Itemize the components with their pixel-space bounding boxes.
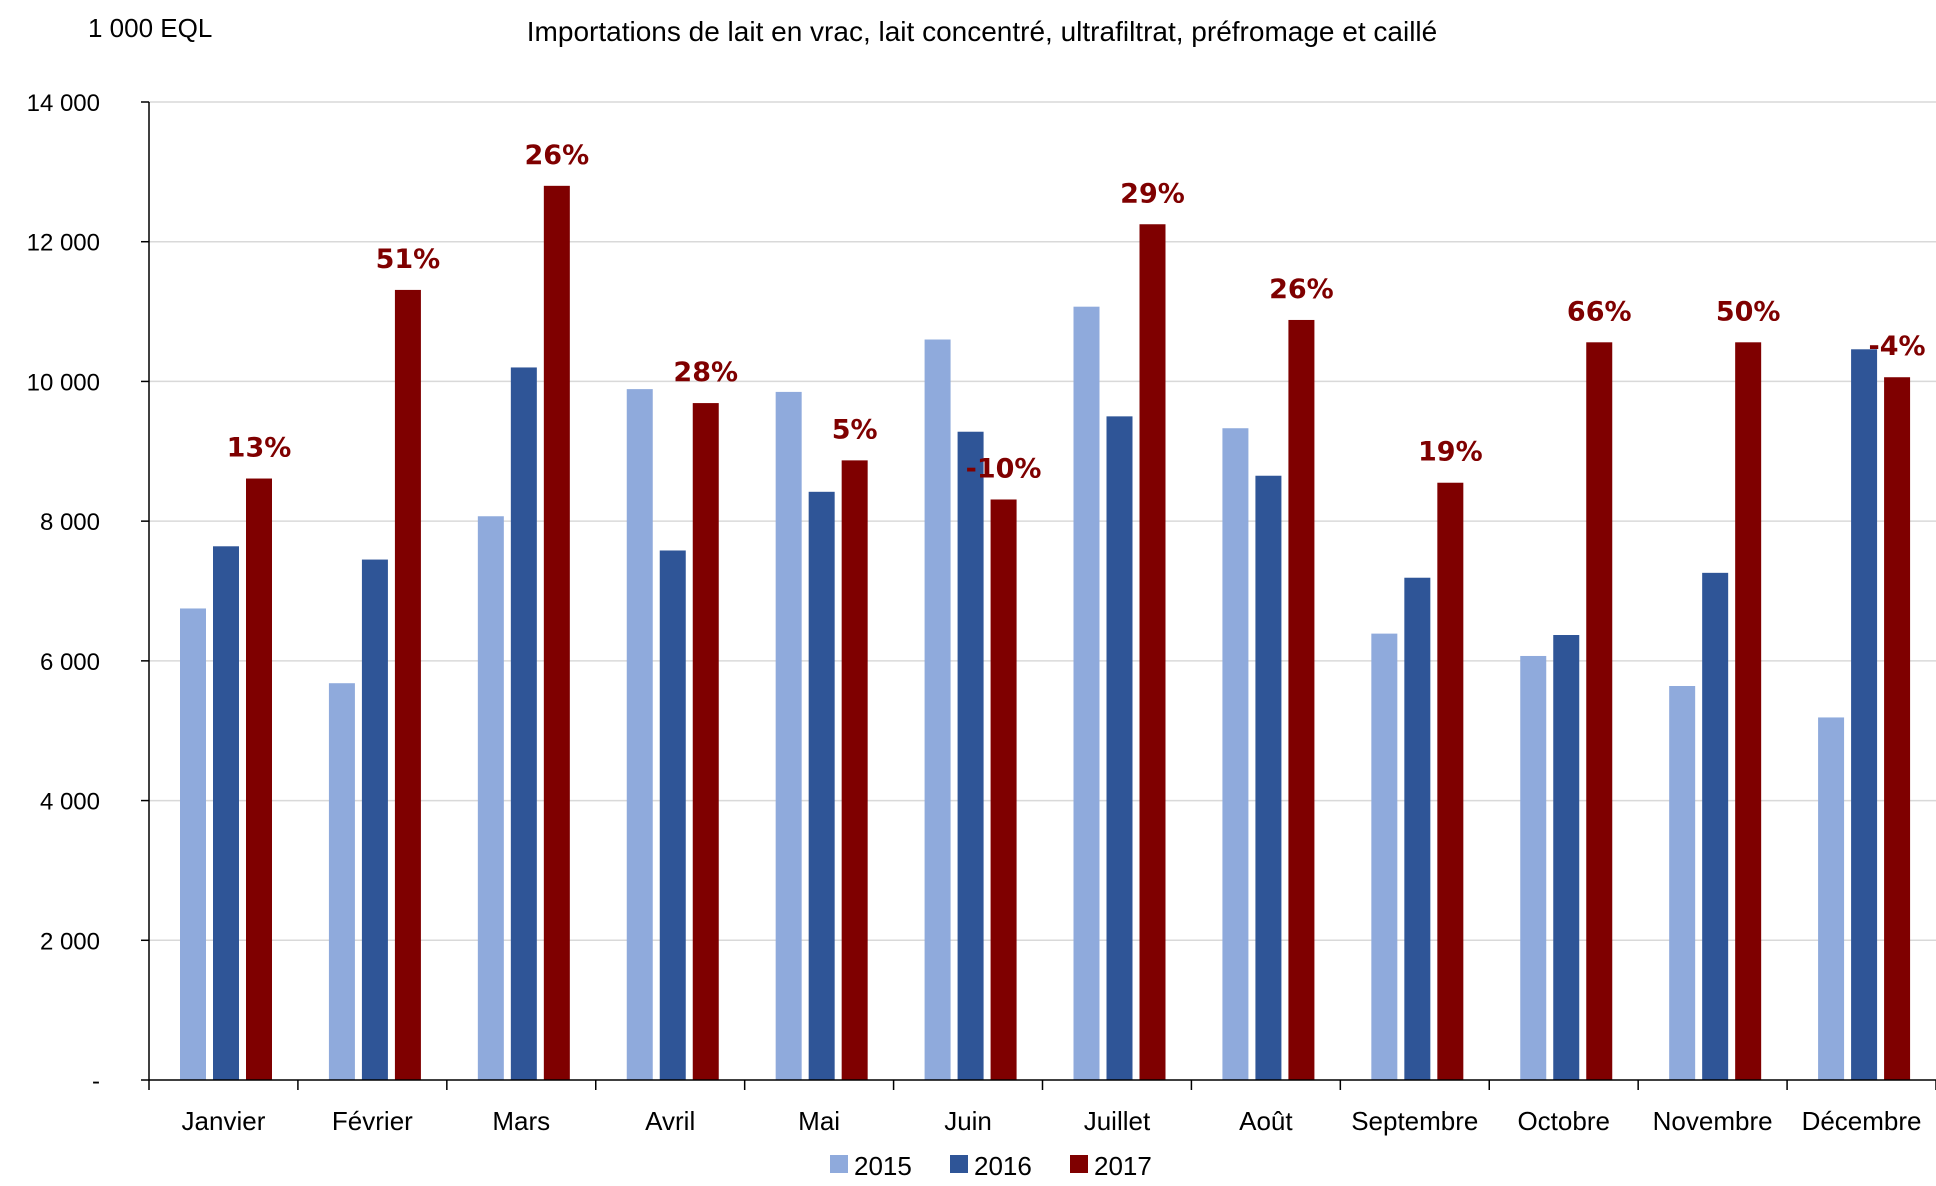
bar-2016 [808,491,835,1080]
bar-2016 [213,546,239,1080]
bar-2015 [1073,306,1100,1081]
bar-2015 [924,339,951,1080]
y-tick-label: 14 000 [27,90,100,117]
bar-2017 [990,499,1017,1080]
bar-2017 [1139,224,1166,1080]
unit-label: 1 000 EQL [88,13,212,43]
legend-swatch-2017 [1070,1155,1088,1173]
x-tick-label: Mai [798,1106,840,1136]
data-label: 13% [227,433,292,464]
bar-2016 [659,550,686,1080]
x-tick-label: Juillet [1084,1106,1151,1136]
bar-2017 [246,478,272,1080]
bar-2017 [1437,482,1464,1080]
bars [180,185,1911,1081]
bar-2016 [1255,475,1282,1080]
chart-title: Importations de lait en vrac, lait conce… [527,16,1437,47]
bar-2015 [1222,428,1249,1080]
bar-2016 [1106,416,1133,1080]
x-tick-label: Décembre [1802,1106,1922,1136]
legend-swatch-2016 [950,1155,968,1173]
y-tick-label: 10 000 [27,369,100,396]
legend-label: 2016 [974,1151,1032,1181]
x-tick-label: Janvier [182,1106,266,1136]
bar-2015 [180,608,206,1080]
bar-2017 [1884,377,1911,1080]
bar-2017 [543,185,570,1081]
y-tick-label: 6 000 [40,649,100,676]
y-tick-label: 8 000 [40,509,100,536]
x-tick-label: Juin [944,1106,992,1136]
bar-2016 [1702,572,1729,1080]
data-label: -4% [1869,331,1926,362]
bar-2017 [841,460,868,1080]
y-tick-label: 12 000 [27,230,100,257]
y-tick-label: - [92,1068,100,1095]
x-tick-label: Mars [492,1106,550,1136]
bar-2015 [1669,686,1696,1080]
x-tick-label: Novembre [1653,1106,1773,1136]
data-label: 66% [1567,296,1632,327]
legend: 2015 2016 2017 [830,1151,1152,1181]
data-labels: 13% 51% 26% 28% 5% -10% 29% 26% 19% 66% 50% -4% [227,140,1926,485]
y-tick-label: 4 000 [40,789,100,816]
x-tick-label: Octobre [1517,1106,1610,1136]
gridlines [149,101,1936,942]
bar-2017 [394,289,421,1080]
bar-2016 [1404,577,1431,1080]
legend-label: 2017 [1094,1151,1152,1181]
bar-2015 [1818,717,1845,1080]
data-label: 5% [832,414,878,445]
bar-2015 [477,516,504,1080]
data-label: 50% [1716,296,1781,327]
data-label: 51% [376,244,441,275]
x-tick-label: Août [1239,1106,1293,1136]
x-tick-label: Février [332,1106,413,1136]
bar-2016 [510,367,537,1080]
legend-label: 2015 [854,1151,912,1181]
bar-2015 [1371,633,1398,1080]
x-tick-label: Avril [645,1106,695,1136]
data-label: 26% [525,140,590,171]
bar-2017 [1735,342,1762,1080]
bar-2017 [1586,342,1613,1080]
bar-2016 [361,559,388,1080]
data-label: 28% [673,357,738,388]
bar-2017 [692,403,719,1080]
data-label: 29% [1120,178,1185,209]
bar-2016 [1851,349,1878,1080]
bar-2016 [957,431,984,1080]
data-label: -10% [966,453,1042,484]
bar-2016 [1553,635,1580,1080]
bar-2017 [1288,319,1315,1080]
y-tick-label: 2 000 [40,928,100,955]
bar-2015 [1520,655,1547,1080]
data-label: 19% [1418,437,1483,468]
data-label: 26% [1269,274,1334,305]
bar-2015 [775,391,802,1081]
legend-swatch-2015 [830,1155,848,1173]
bar-2015 [328,683,355,1080]
axes: - 2 000 4 000 6 000 8 000 10 000 12 000 14 000 J… [27,90,1936,1136]
bar-2015 [626,389,653,1080]
x-tick-label: Septembre [1351,1106,1478,1136]
